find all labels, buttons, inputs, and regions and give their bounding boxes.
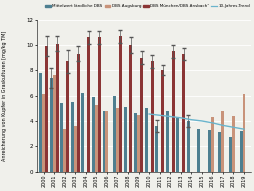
Bar [231, 116, 234, 172]
Bar [139, 58, 142, 172]
Bar [182, 54, 184, 172]
Y-axis label: Anreicherung von Kupfer in Graskulturen [mg/kg TM]: Anreicherung von Kupfer in Graskulturen … [2, 31, 7, 161]
Bar [66, 62, 69, 172]
Bar [94, 104, 98, 172]
Bar [134, 113, 137, 172]
Bar [81, 93, 84, 172]
Bar [60, 103, 63, 172]
Bar [220, 111, 224, 172]
Bar [228, 137, 231, 172]
Bar [113, 96, 116, 172]
Bar [63, 129, 66, 172]
Bar [50, 78, 53, 172]
Bar [186, 121, 189, 172]
Bar [74, 126, 76, 172]
Bar [218, 132, 220, 172]
Bar [87, 37, 90, 172]
Bar [98, 37, 100, 172]
Bar [129, 45, 132, 172]
Bar [55, 44, 58, 172]
Bar [123, 107, 126, 172]
Bar [137, 115, 139, 172]
Bar [161, 70, 163, 172]
Bar [71, 102, 74, 172]
Bar [210, 117, 213, 172]
Legend: Mittelwert ländliche DBS, DBS Augsburg, DBS München/DBS Ansbach¹, 10-Jahres-Tren: Mittelwert ländliche DBS, DBS Augsburg, … [44, 4, 250, 9]
Bar [239, 131, 242, 172]
Bar [207, 130, 210, 172]
Bar [105, 111, 108, 172]
Bar [39, 73, 42, 172]
Bar [155, 126, 157, 172]
Bar [116, 108, 118, 172]
Bar [92, 97, 94, 172]
Bar [76, 54, 80, 172]
Bar [45, 46, 48, 172]
Bar [197, 129, 200, 172]
Bar [53, 75, 55, 172]
Bar [42, 94, 45, 172]
Bar [176, 118, 179, 172]
Bar [165, 111, 168, 172]
Bar [150, 62, 153, 172]
Bar [144, 108, 147, 172]
Bar [171, 51, 174, 172]
Bar [242, 94, 245, 172]
Bar [118, 36, 121, 172]
Bar [102, 111, 105, 172]
